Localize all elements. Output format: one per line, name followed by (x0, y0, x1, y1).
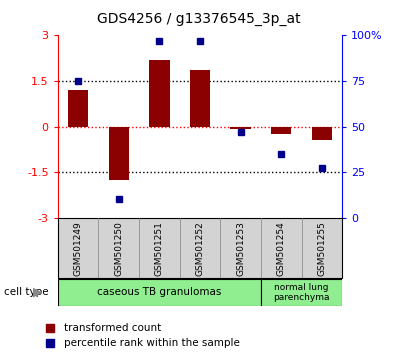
Bar (271, 127, 291, 134)
Text: caseous TB granulomas: caseous TB granulomas (97, 287, 222, 297)
FancyBboxPatch shape (58, 279, 261, 306)
Text: transformed count: transformed count (64, 322, 162, 332)
Text: GSM501252: GSM501252 (195, 221, 205, 275)
Bar (149, 60, 170, 127)
Text: GSM501251: GSM501251 (155, 221, 164, 276)
Bar (68, 90, 88, 127)
Text: ▶: ▶ (33, 286, 43, 299)
Text: GSM501254: GSM501254 (277, 221, 286, 275)
Bar (230, 127, 251, 129)
Text: GSM501250: GSM501250 (114, 221, 123, 276)
Text: GSM501255: GSM501255 (318, 221, 326, 276)
FancyBboxPatch shape (58, 218, 342, 278)
Bar (312, 127, 332, 140)
Text: percentile rank within the sample: percentile rank within the sample (64, 338, 240, 348)
Text: normal lung
parenchyma: normal lung parenchyma (273, 283, 330, 302)
Text: cell type: cell type (4, 287, 49, 297)
Bar (190, 70, 210, 127)
Text: GSM501249: GSM501249 (74, 221, 82, 275)
Text: GDS4256 / g13376545_3p_at: GDS4256 / g13376545_3p_at (97, 12, 301, 27)
Bar (109, 127, 129, 180)
FancyBboxPatch shape (261, 279, 342, 306)
Text: GSM501253: GSM501253 (236, 221, 245, 276)
